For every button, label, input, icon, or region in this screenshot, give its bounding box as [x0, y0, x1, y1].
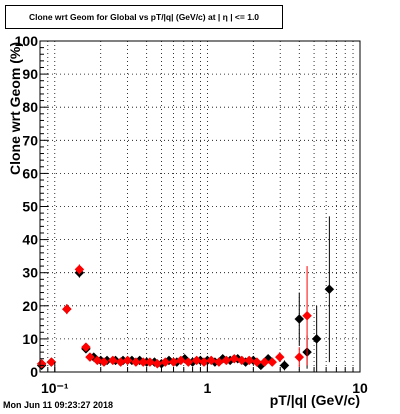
data-point [46, 357, 57, 367]
x-tick-label: 10⁻¹ [41, 380, 69, 396]
y-tick-label: 80 [22, 99, 38, 115]
data-point [92, 355, 103, 366]
data-point [99, 357, 109, 367]
chart-title: Clone wrt Geom for Global vs pT/|q| (GeV… [28, 12, 260, 22]
data-point [36, 358, 47, 369]
data-point [183, 357, 194, 367]
data-point [138, 357, 149, 367]
data-point [85, 352, 95, 362]
x-axis-title: pT/|q| (GeV/c) [270, 392, 360, 408]
y-tick-label: 10 [22, 331, 38, 347]
footer-timestamp: Mon Jun 11 09:23:27 2018 [3, 400, 114, 410]
data-point [267, 357, 278, 367]
data-point [294, 314, 305, 324]
data-point [311, 334, 322, 344]
data-point [229, 353, 240, 364]
y-tick-label: 20 [22, 298, 38, 314]
data-point [244, 355, 255, 366]
data-point [324, 284, 335, 295]
data-point [160, 357, 171, 367]
data-point [294, 352, 305, 362]
y-tick-label: 50 [22, 199, 38, 215]
data-point [259, 357, 270, 367]
y-tick-label: 60 [22, 165, 38, 181]
data-point [122, 355, 133, 366]
data-point [279, 360, 290, 371]
data-point [206, 355, 217, 366]
data-point [302, 310, 312, 321]
y-tick-label: 100 [15, 33, 39, 49]
y-tick-label: 70 [22, 132, 38, 148]
data-point [152, 358, 163, 369]
data-point [236, 355, 247, 366]
data-point [74, 264, 85, 275]
y-tick-label: 90 [22, 66, 38, 82]
chart-title-box: Clone wrt Geom for Global vs pT/|q| (GeV… [5, 5, 283, 29]
y-tick-label: 40 [22, 232, 38, 248]
data-point [252, 357, 262, 367]
data-point [107, 355, 118, 366]
y-axis-title: Clone wrt Geom (%) [7, 42, 23, 175]
data-point [221, 355, 232, 366]
data-point [191, 355, 202, 366]
data-point [274, 352, 285, 362]
data-point [81, 342, 91, 353]
data-point [145, 357, 155, 367]
data-point [131, 357, 141, 367]
data-point [62, 304, 72, 314]
y-tick-label: 0 [30, 364, 38, 380]
y-tick-label: 30 [22, 265, 38, 281]
x-tick-label: 10 [352, 380, 368, 396]
data-point [175, 355, 186, 366]
x-tick-label: 1 [203, 380, 211, 396]
